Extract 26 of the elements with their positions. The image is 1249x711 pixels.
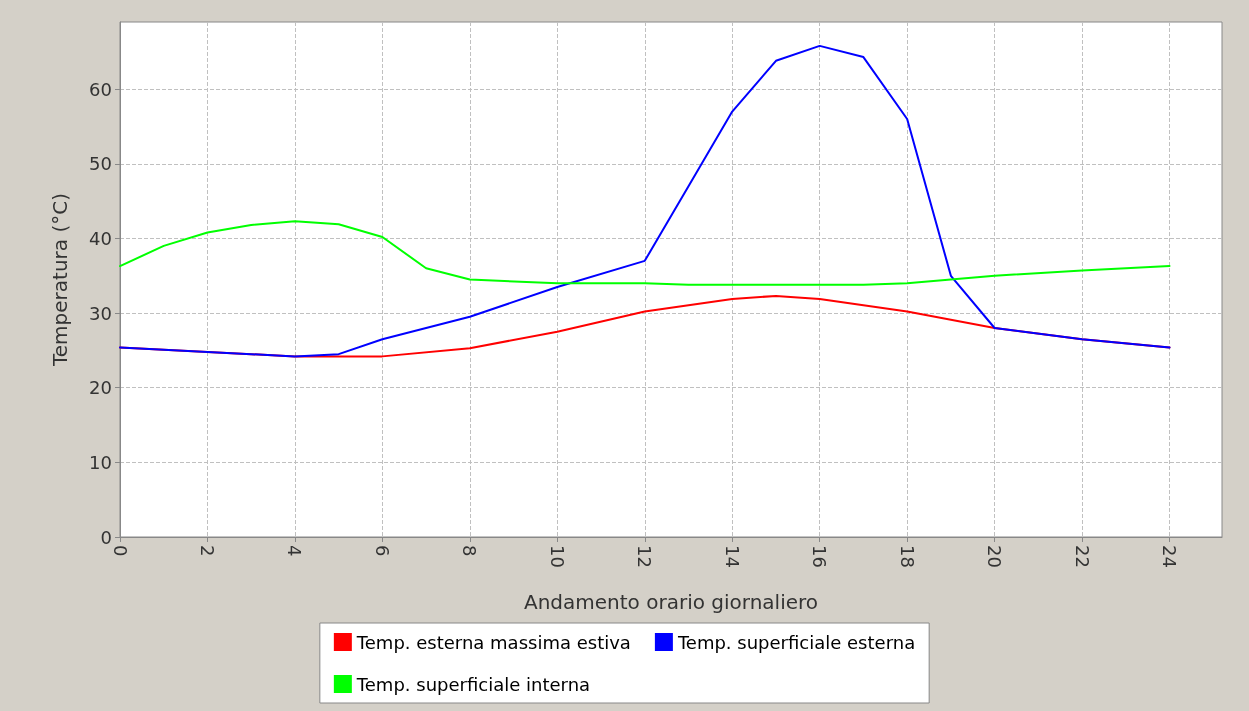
x-tick-label: 10 xyxy=(546,545,568,568)
x-tick-label: 6 xyxy=(371,545,393,557)
legend-label: Temp. esterna massima estiva xyxy=(355,631,631,653)
x-tick-label: 12 xyxy=(634,545,656,568)
y-tick-label: 30 xyxy=(89,302,112,324)
y-tick-label: 40 xyxy=(89,227,112,249)
x-tick-label: 2 xyxy=(196,545,218,557)
legend-label: Temp. superficiale interna xyxy=(355,673,591,695)
x-tick-label: 8 xyxy=(459,545,481,557)
y-tick-label: 60 xyxy=(89,78,112,100)
x-tick-label: 24 xyxy=(1159,545,1181,568)
x-tick-label: 16 xyxy=(809,545,831,568)
x-tick-label: 20 xyxy=(984,545,1006,568)
x-tick-label: 0 xyxy=(109,545,131,557)
x-tick-label: 18 xyxy=(896,545,918,568)
y-axis-title: Temperatura (°C) xyxy=(48,192,72,368)
legend-label: Temp. superficiale esterna xyxy=(676,631,916,653)
x-axis-title: Andamento orario giornaliero xyxy=(523,590,819,614)
x-tick-label: 14 xyxy=(721,545,743,568)
y-tick-label: 50 xyxy=(89,153,112,175)
y-tick-label: 10 xyxy=(89,451,112,473)
line-series xyxy=(119,220,1171,286)
x-tick-label: 22 xyxy=(1071,545,1093,568)
y-tick-label: 20 xyxy=(89,377,112,399)
x-tick-label: 4 xyxy=(284,545,306,557)
line-series xyxy=(119,44,1171,358)
